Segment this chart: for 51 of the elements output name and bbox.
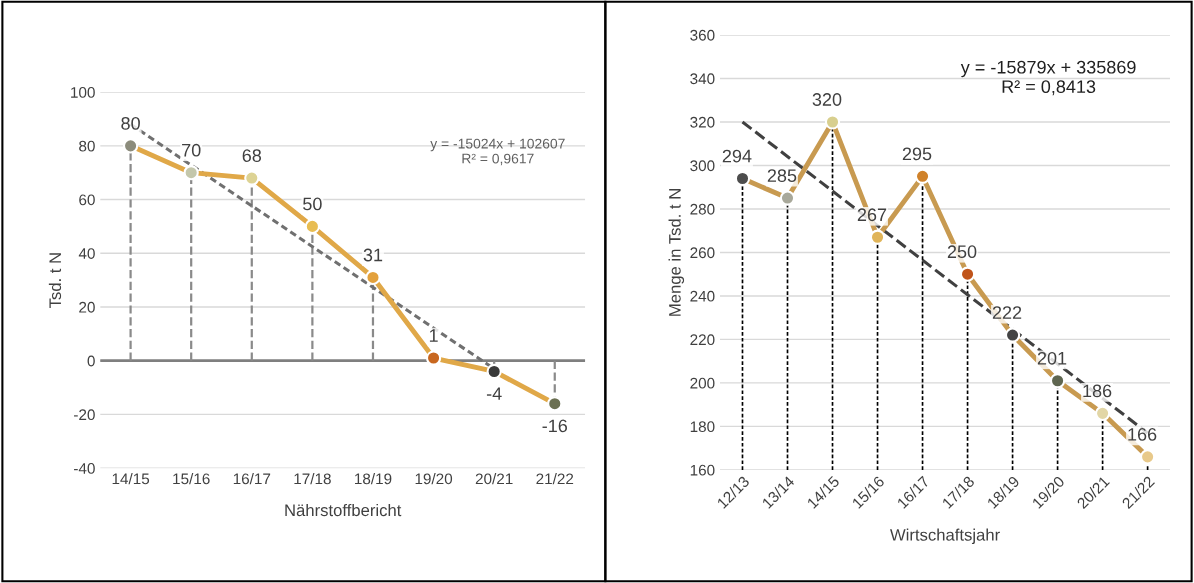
data-label: 250 [947,245,977,259]
annotation: y = -15879x + 335869 R² = 0,8413 [960,60,1136,96]
data-label: 31 [363,248,383,262]
data-label: 294 [722,149,752,163]
x-tick-label: 14/15 [112,473,150,485]
y-tick-label: 280 [690,203,715,215]
data-label: 68 [242,149,262,162]
x-axis-title: Wirtschaftsjahr [890,528,1000,545]
y-tick-label: 60 [79,194,95,206]
annotation: y = -15024x + 102607 R² = 0,9617 [430,138,565,166]
data-label: 186 [1083,384,1112,398]
y-tick-label: 240 [690,290,715,302]
y-tick-label: 160 [690,464,715,476]
data-label: 267 [857,208,887,222]
y-tick-label: 180 [690,421,715,433]
y-axis-title: Menge in Tsd. t N [668,189,685,316]
y-tick-label: 80 [79,140,95,152]
data-label: -16 [542,419,568,433]
data-label: 50 [303,197,322,211]
data-label: 295 [902,147,932,161]
x-tick-label: 21/22 [536,473,574,485]
data-label: 201 [1037,351,1067,365]
y-tick-label: 20 [79,301,95,313]
x-tick-label: 18/19 [355,473,392,485]
data-label: -4 [486,387,502,400]
data-label: 70 [182,143,201,157]
data-label: 222 [992,306,1022,319]
data-label: 80 [121,116,140,130]
y-tick-label: 320 [690,116,715,128]
x-tick-label: 19/20 [415,473,453,485]
y-tick-label: 340 [690,73,715,85]
x-tick-label: 16/17 [233,473,271,485]
y-tick-label: 40 [78,248,95,259]
y-tick-label: 300 [690,160,715,172]
x-axis-title: Nährstoffbericht [285,503,402,517]
data-label: 1 [429,329,438,342]
y-tick-label: 200 [690,377,715,389]
data-label: 320 [812,93,842,106]
y-tick-label: 0 [87,355,95,367]
data-label: 166 [1128,428,1157,441]
x-tick-label: 17/18 [294,473,331,485]
x-tick-label: 15/16 [173,473,210,485]
y-tick-label: 360 [690,29,715,41]
data-label: 285 [767,169,797,183]
y-tick-label: 260 [690,247,715,259]
y-tick-label: -40 [74,463,95,474]
y-tick-label: 100 [71,86,95,98]
x-tick-label: 20/21 [475,473,513,485]
y-tick-label: 220 [690,334,715,346]
y-axis-title: Tsd. t N [48,253,62,308]
y-tick-label: -20 [74,409,95,421]
